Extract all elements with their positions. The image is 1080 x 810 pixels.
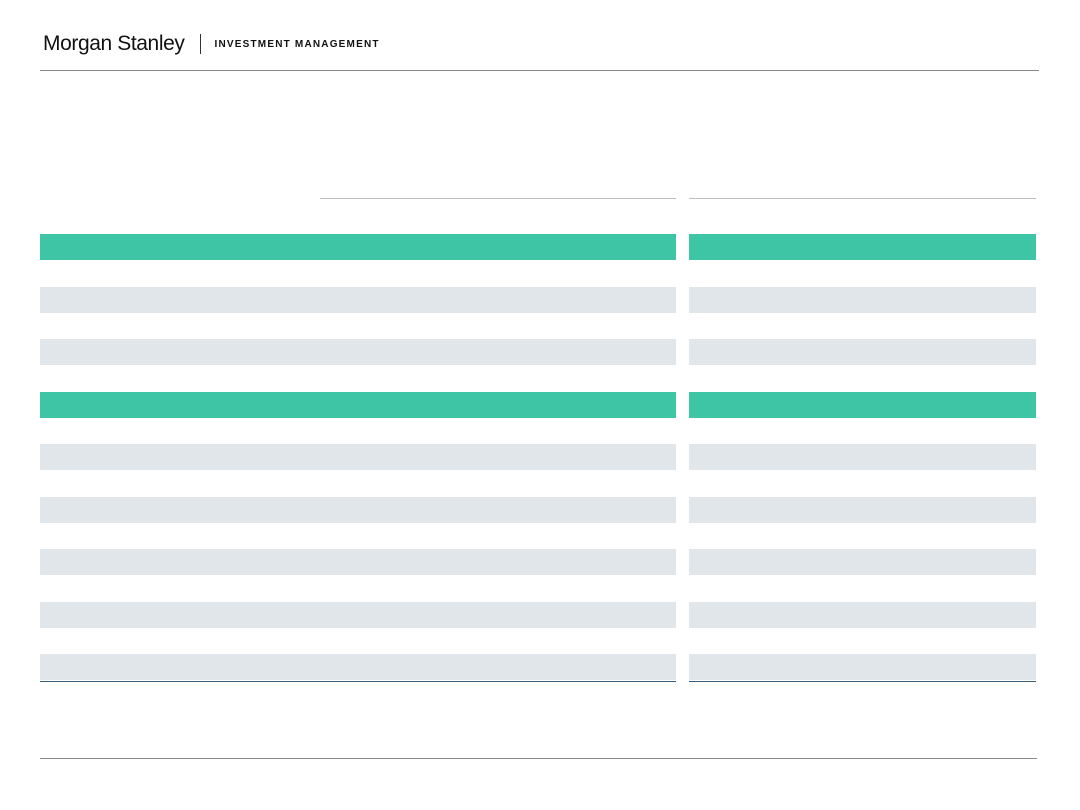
table-row <box>689 497 1036 523</box>
table-row <box>40 444 676 470</box>
table-row <box>689 339 1036 365</box>
table-row <box>40 549 676 575</box>
left-column-rule <box>320 198 676 199</box>
right-column-rule <box>689 198 1036 199</box>
table-section-header <box>40 234 676 260</box>
brand-logo: Morgan Stanley <box>43 32 185 55</box>
table-row <box>689 444 1036 470</box>
table-row <box>40 339 676 365</box>
table-row <box>689 549 1036 575</box>
table-section-header <box>689 234 1036 260</box>
table-section-header <box>689 392 1036 418</box>
table-row <box>689 287 1036 313</box>
table-row <box>40 654 676 680</box>
table-row <box>40 287 676 313</box>
table-row <box>40 497 676 523</box>
page-header: Morgan Stanley INVESTMENT MANAGEMENT <box>43 30 380 58</box>
table-row <box>689 654 1036 680</box>
table-row <box>689 602 1036 628</box>
top-rule <box>40 70 1039 71</box>
right-table-bottom-border <box>689 681 1036 682</box>
division-label: INVESTMENT MANAGEMENT <box>214 38 380 50</box>
footer-rule <box>40 758 1037 759</box>
header-separator <box>200 34 202 54</box>
left-table-bottom-border <box>40 681 676 682</box>
table-row <box>40 602 676 628</box>
table-section-header <box>40 392 676 418</box>
